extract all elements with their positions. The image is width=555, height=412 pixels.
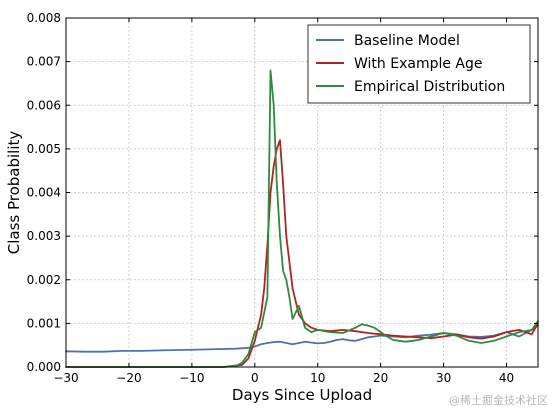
y-tick-label: 0.003	[27, 229, 61, 243]
x-tick-label: −10	[179, 371, 204, 385]
series-line-empirical-distribution	[65, 69, 539, 368]
legend-label: With Example Age	[354, 56, 483, 72]
legend-label: Baseline Model	[354, 33, 460, 49]
y-tick-label: 0.000	[27, 360, 61, 374]
x-tick-label: 30	[436, 371, 451, 385]
axis-ticks: −30 −20 −10 0 10 20 30 40 0.000 0.001 0.002 0.003 0.…	[27, 11, 538, 385]
y-axis-title: Class Probability	[5, 131, 23, 255]
x-tick-label: 20	[373, 371, 388, 385]
y-tick-label: 0.004	[27, 186, 61, 200]
x-tick-label: −30	[53, 371, 78, 385]
x-axis-title: Days Since Upload	[232, 386, 372, 404]
series-lines	[65, 69, 539, 368]
legend-box	[307, 24, 531, 104]
series-line-baseline-model	[65, 324, 539, 353]
legend: Baseline Model With Example Age Empirical …	[307, 24, 531, 104]
y-tick-label: 0.001	[27, 316, 61, 330]
x-tick-label: 10	[310, 371, 325, 385]
y-tick-label: 0.008	[27, 11, 61, 25]
y-tick-label: 0.002	[27, 273, 61, 287]
y-tick-label: 0.007	[27, 55, 61, 69]
x-tick-label: −20	[116, 371, 141, 385]
y-tick-label: 0.006	[27, 98, 61, 112]
watermark: @稀土掘金技术社区	[449, 393, 548, 407]
legend-label: Empirical Distribution	[354, 79, 505, 95]
series-line-with-example-age	[65, 139, 539, 368]
y-tick-label: 0.005	[27, 142, 61, 156]
x-tick-label: 40	[499, 371, 514, 385]
x-tick-label: 0	[251, 371, 259, 385]
